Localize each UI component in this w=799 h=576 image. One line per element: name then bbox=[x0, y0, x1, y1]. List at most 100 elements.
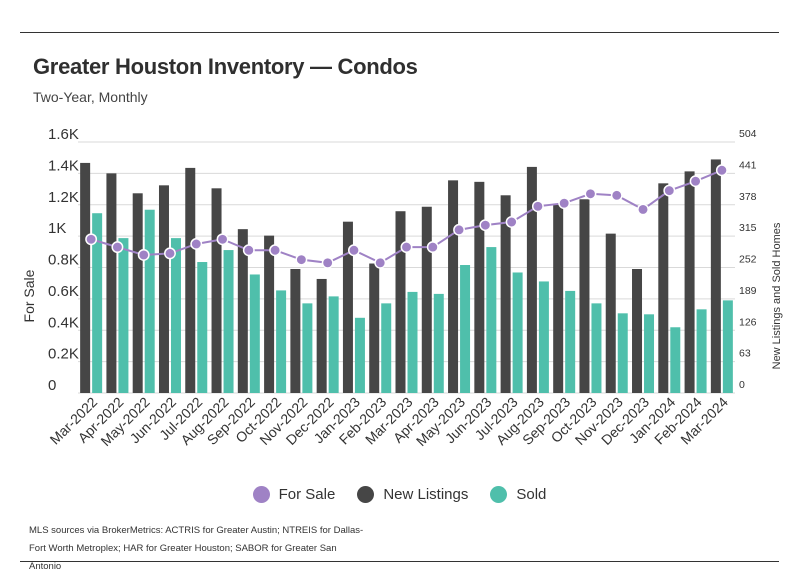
left-tick-label: 1.4K bbox=[48, 157, 79, 174]
left-tick-label: 0.2K bbox=[48, 346, 79, 363]
right-tick-label: 252 bbox=[739, 254, 757, 266]
bar-new-listings bbox=[553, 204, 564, 393]
bar-sold bbox=[617, 313, 628, 393]
chart-title: Greater Houston Inventory — Condos bbox=[33, 54, 418, 79]
bar-sold bbox=[92, 213, 103, 393]
bar-new-listings bbox=[211, 188, 222, 393]
point-for-sale bbox=[531, 200, 544, 213]
bar-new-listings bbox=[710, 159, 721, 393]
left-tick-label: 1.2K bbox=[48, 189, 79, 206]
legend-item-new-listings[interactable]: New Listings bbox=[357, 486, 468, 503]
bar-new-listings bbox=[395, 211, 406, 393]
bar-new-listings bbox=[526, 166, 537, 393]
right-tick-label: 315 bbox=[739, 222, 757, 234]
legend-swatch-for-sale bbox=[252, 486, 270, 503]
legend-item-for-sale[interactable]: For Sale bbox=[252, 486, 335, 503]
bar-sold bbox=[407, 291, 418, 393]
bar-sold bbox=[144, 209, 155, 393]
point-for-sale bbox=[137, 249, 150, 261]
bar-sold bbox=[670, 327, 681, 393]
bar-new-listings bbox=[579, 199, 590, 393]
right-tick-label: 441 bbox=[739, 159, 757, 171]
left-tick-label: 0.4K bbox=[48, 314, 79, 331]
bar-new-listings bbox=[316, 278, 327, 393]
bar-new-listings bbox=[158, 185, 169, 393]
left-tick-label: 0.8K bbox=[48, 252, 79, 269]
right-axis-title: New Listings and Sold Homes bbox=[771, 222, 783, 369]
bar-new-listings bbox=[421, 206, 432, 393]
bar-sold bbox=[486, 247, 497, 393]
left-tick-label: 0.6K bbox=[48, 283, 79, 300]
point-for-sale bbox=[242, 244, 255, 257]
bar-new-listings bbox=[684, 171, 695, 393]
bar-sold bbox=[433, 293, 444, 393]
right-tick-label: 189 bbox=[739, 285, 757, 297]
right-tick-label: 63 bbox=[739, 348, 751, 360]
chart-canvas: 0 0 0.2K 63 0.4K 126 0.6K 189 0.8K 252 1K 315 1.2K 37… bbox=[21, 126, 783, 449]
right-tick-label: 504 bbox=[739, 128, 757, 140]
bar-new-listings bbox=[632, 268, 643, 393]
bar-sold bbox=[223, 250, 234, 393]
point-for-sale bbox=[190, 238, 203, 250]
bar-sold bbox=[460, 265, 471, 393]
bar-new-listings bbox=[106, 173, 117, 393]
legend-label-new-listings: New Listings bbox=[383, 486, 469, 503]
bar-sold bbox=[170, 238, 181, 393]
left-tick-label: 1.6K bbox=[48, 126, 79, 143]
point-for-sale bbox=[216, 233, 229, 246]
source-note: MLS sources via BrokerMetrics: ACTRIS fo… bbox=[29, 525, 364, 572]
bar-sold bbox=[302, 303, 313, 393]
legend-swatch-sold bbox=[490, 486, 508, 503]
bar-new-listings bbox=[132, 193, 143, 393]
bar-new-listings bbox=[264, 235, 275, 393]
bar-new-listings bbox=[658, 183, 669, 393]
point-for-sale bbox=[111, 241, 124, 254]
left-tick-label: 0 bbox=[48, 377, 56, 394]
point-for-sale bbox=[374, 256, 387, 269]
bar-new-listings bbox=[342, 221, 353, 393]
point-for-sale bbox=[505, 216, 518, 228]
bar-sold bbox=[249, 274, 260, 393]
legend-swatch-new-listings bbox=[357, 486, 375, 503]
point-for-sale bbox=[558, 197, 571, 210]
right-tick-label: 0 bbox=[739, 379, 745, 391]
point-for-sale bbox=[715, 164, 728, 177]
bar-new-listings bbox=[605, 233, 616, 393]
bar-new-listings bbox=[237, 229, 248, 393]
point-for-sale bbox=[453, 223, 466, 236]
bar-sold bbox=[565, 290, 576, 393]
point-for-sale bbox=[85, 233, 98, 246]
legend-label-sold: Sold bbox=[516, 486, 547, 503]
bar-sold bbox=[644, 314, 655, 393]
bar-sold bbox=[118, 238, 129, 393]
bar-sold bbox=[538, 281, 549, 393]
point-for-sale bbox=[347, 244, 360, 257]
point-for-sale bbox=[164, 247, 176, 260]
point-for-sale bbox=[295, 253, 308, 266]
bar-new-listings bbox=[185, 167, 196, 393]
bar-sold bbox=[197, 262, 208, 393]
bar-new-listings bbox=[448, 180, 459, 393]
legend-item-sold[interactable]: Sold bbox=[490, 486, 546, 503]
right-tick-label: 126 bbox=[739, 316, 757, 328]
point-for-sale bbox=[610, 189, 623, 202]
chart-legend: For Sale New Listings Sold bbox=[0, 486, 799, 503]
point-for-sale bbox=[584, 187, 597, 200]
bar-sold bbox=[696, 309, 707, 393]
point-for-sale bbox=[321, 256, 334, 269]
chart-subtitle: Two-Year, Monthly bbox=[33, 89, 148, 105]
point-for-sale bbox=[269, 244, 282, 257]
bar-sold bbox=[512, 272, 523, 393]
point-for-sale bbox=[637, 203, 649, 216]
bar-sold bbox=[722, 300, 733, 393]
bar-new-listings bbox=[369, 263, 380, 393]
bar-sold bbox=[354, 317, 365, 393]
bar-new-listings bbox=[80, 162, 91, 393]
bar-sold bbox=[591, 303, 602, 393]
point-for-sale bbox=[400, 241, 413, 254]
point-for-sale bbox=[663, 184, 676, 197]
point-for-sale bbox=[479, 219, 492, 232]
bar-new-listings bbox=[290, 268, 301, 393]
bar-sold bbox=[328, 296, 339, 393]
bar-sold bbox=[276, 290, 287, 393]
